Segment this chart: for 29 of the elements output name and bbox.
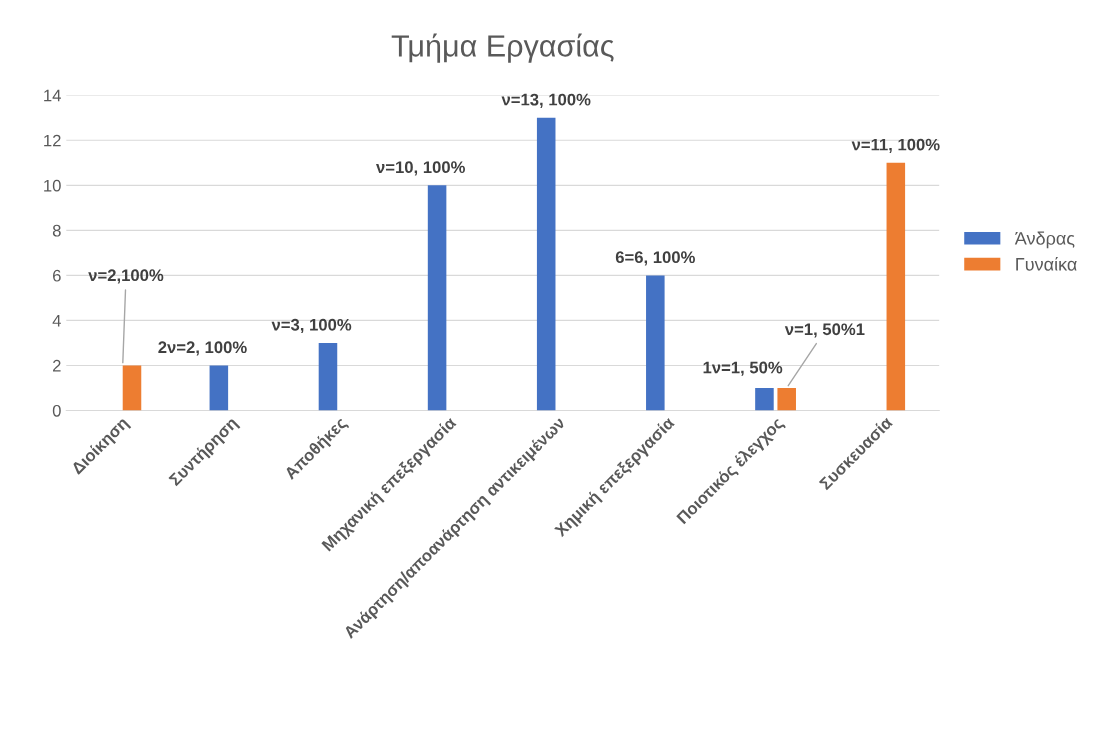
data-label: ν=13, 100% bbox=[501, 93, 591, 108]
bar bbox=[777, 387, 796, 411]
bar bbox=[886, 162, 906, 411]
y-tick-label: 14 bbox=[44, 89, 61, 102]
y-tick-label: 12 bbox=[44, 134, 61, 147]
y-tick-label: 8 bbox=[52, 224, 61, 237]
bar bbox=[646, 275, 665, 411]
legend-label: Άνδρας bbox=[1014, 231, 1075, 249]
y-tick-label: 10 bbox=[44, 179, 61, 192]
annotation: ν=2,100% bbox=[88, 269, 164, 284]
chart-title: Τμήμα Εργασίας bbox=[391, 33, 614, 63]
y-tick-label: 6 bbox=[53, 269, 61, 282]
bar bbox=[209, 365, 229, 411]
data-label: 1ν=1, 50% bbox=[703, 361, 783, 376]
data-label: 6=6, 100% bbox=[615, 251, 695, 266]
data-label: ν=11, 100% bbox=[851, 138, 940, 153]
data-label: ν=3, 100% bbox=[271, 318, 352, 334]
legend-label: Γυναίκα bbox=[1016, 256, 1077, 271]
bar bbox=[755, 387, 774, 411]
y-tick-label: 4 bbox=[52, 315, 61, 327]
y-tick-label: 0 bbox=[52, 404, 61, 417]
data-label: ν=1, 50%1 bbox=[784, 323, 865, 338]
bar bbox=[427, 185, 447, 411]
data-label: 2ν=2, 100% bbox=[158, 341, 247, 356]
data-label: ν=10, 100% bbox=[376, 161, 465, 176]
bar bbox=[122, 365, 142, 411]
y-tick-label: 2 bbox=[53, 359, 61, 372]
bar bbox=[536, 117, 556, 411]
bar bbox=[318, 342, 338, 411]
